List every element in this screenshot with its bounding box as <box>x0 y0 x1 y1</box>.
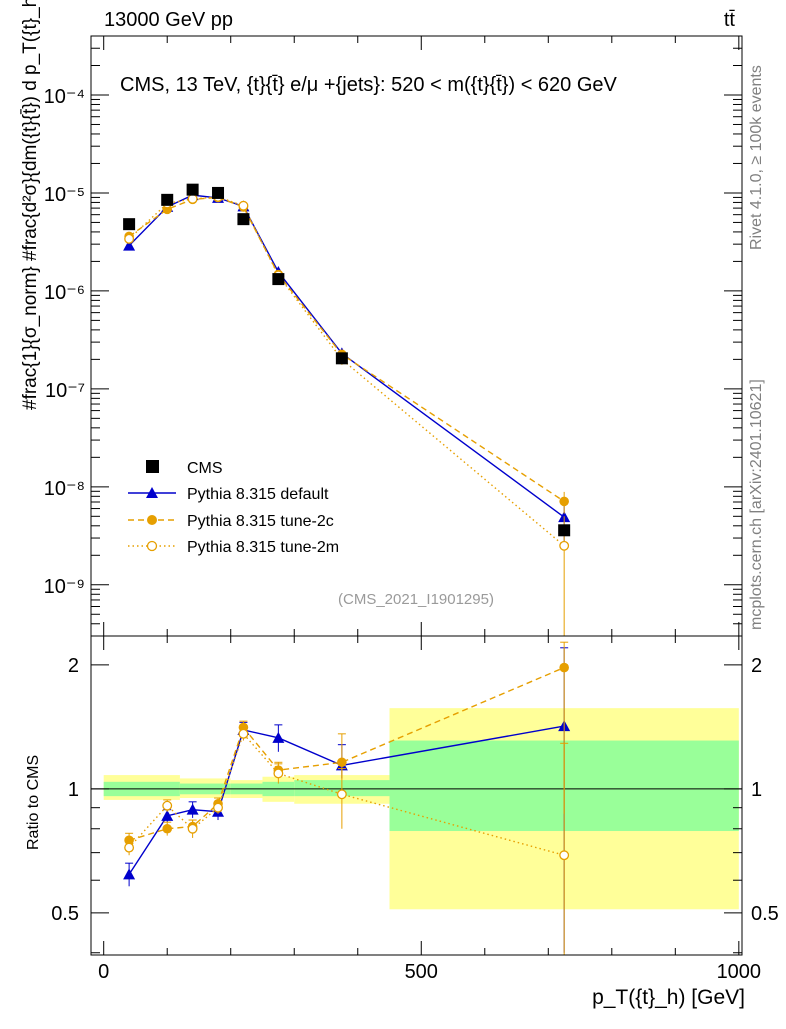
point-default <box>123 239 136 251</box>
legend-marker-default <box>146 487 158 498</box>
legend-marker-tune2c <box>147 515 157 525</box>
x-tick-label: 500 <box>405 961 438 983</box>
ratio-point-tune2m <box>213 802 223 813</box>
main-y-tick-label: 10⁻⁵ <box>44 184 85 206</box>
ratio-point-default <box>186 803 199 815</box>
legend: CMS Pythia 8.315 default Pythia 8.315 tu… <box>128 460 339 556</box>
ratio-point-tune2c <box>162 823 173 834</box>
point-data <box>335 352 348 365</box>
ratio-y-tick-label: 1 <box>68 779 79 801</box>
ratio-frame <box>90 635 743 956</box>
ratio-line-tune2m <box>128 732 565 856</box>
legend-marker-tune2m <box>146 540 158 552</box>
ratio-series-layer <box>123 641 571 955</box>
point-tune2m <box>559 540 570 551</box>
ratio-ylabel: Ratio to CMS <box>25 755 42 850</box>
header-left: 13000 GeV pp <box>104 9 233 31</box>
ratio-point-tune2m <box>559 850 570 861</box>
point-tune2c <box>559 496 569 507</box>
ratio-y-tick-label-right: 0.5 <box>751 903 779 925</box>
main-y-tick-label: 10⁻⁶ <box>44 282 85 304</box>
main-y-tick-label: 10⁻⁷ <box>45 380 85 402</box>
ratio-point-tune2m <box>273 768 284 779</box>
main-y-tick-label: 10⁻⁹ <box>44 576 85 598</box>
point-tune2m <box>124 233 135 244</box>
main-title: CMS, 13 TeV, {t}{t̄} e/μ +{jets}: 520 < … <box>120 74 618 96</box>
ratio-y-tick-label-right: 2 <box>751 655 762 677</box>
point-tune2m <box>238 200 249 211</box>
ratio-point-tune2m <box>336 789 347 800</box>
ratio-series-tune2m <box>124 726 570 955</box>
legend-marker-data <box>146 460 159 473</box>
ratio-point-tune2c <box>337 757 347 768</box>
ratio-y-tick-label-right: 1 <box>751 779 762 801</box>
series-line-tune2c <box>128 196 565 502</box>
point-data <box>558 524 571 537</box>
ratio-bands <box>91 708 742 910</box>
x-axis-label: p_T({t}_h) [GeV] <box>592 986 745 1009</box>
legend-label-data: CMS <box>187 460 223 477</box>
point-data <box>186 183 199 196</box>
x-tick-label: 1000 <box>717 961 762 983</box>
legend-label-default: Pythia 8.315 default <box>187 486 329 503</box>
ratio-point-tune2m <box>187 823 198 834</box>
main-ylabel: #frac{1}{σ_norm} #frac{d²σ}{dm({t}{t̄}) … <box>20 0 41 410</box>
series-tune2m <box>124 192 570 636</box>
ratio-axes: 0 500 1000 0.5 0.5 1 1 2 2 <box>51 635 779 983</box>
header-right: tt̄ <box>724 9 736 31</box>
ratio-point-tune2m <box>162 800 173 811</box>
ratio-point-tune2c <box>559 662 569 673</box>
point-data <box>272 273 285 286</box>
watermark: (CMS_2021_I1901295) <box>338 591 494 608</box>
point-data <box>123 218 136 231</box>
point-tune2m <box>187 193 198 204</box>
main-series-layer <box>123 183 571 636</box>
ratio-point-default <box>272 731 285 743</box>
point-data <box>212 186 225 199</box>
point-data <box>237 213 250 226</box>
series-data <box>123 183 571 537</box>
ratio-point-tune2m <box>124 842 135 853</box>
ratio-point-default <box>123 868 136 880</box>
legend-label-tune2c: Pythia 8.315 tune-2c <box>187 513 334 530</box>
main-y-tick-label: 10⁻⁸ <box>44 478 85 500</box>
legend-label-tune2m: Pythia 8.315 tune-2m <box>187 539 339 556</box>
mcplots-label: mcplots.cern.ch [arXiv:2401.10621] <box>748 379 765 630</box>
x-tick-label: 0 <box>98 961 109 983</box>
ratio-y-tick-label: 2 <box>68 655 79 677</box>
ratio-y-tick-label: 0.5 <box>51 903 79 925</box>
rivet-label: Rivet 4.1.0, ≥ 100k events <box>748 65 765 250</box>
ratio-point-default <box>161 809 174 821</box>
point-data <box>161 193 174 206</box>
main-y-tick-label: 10⁻⁴ <box>44 86 85 108</box>
ratio-point-tune2m <box>238 728 249 739</box>
